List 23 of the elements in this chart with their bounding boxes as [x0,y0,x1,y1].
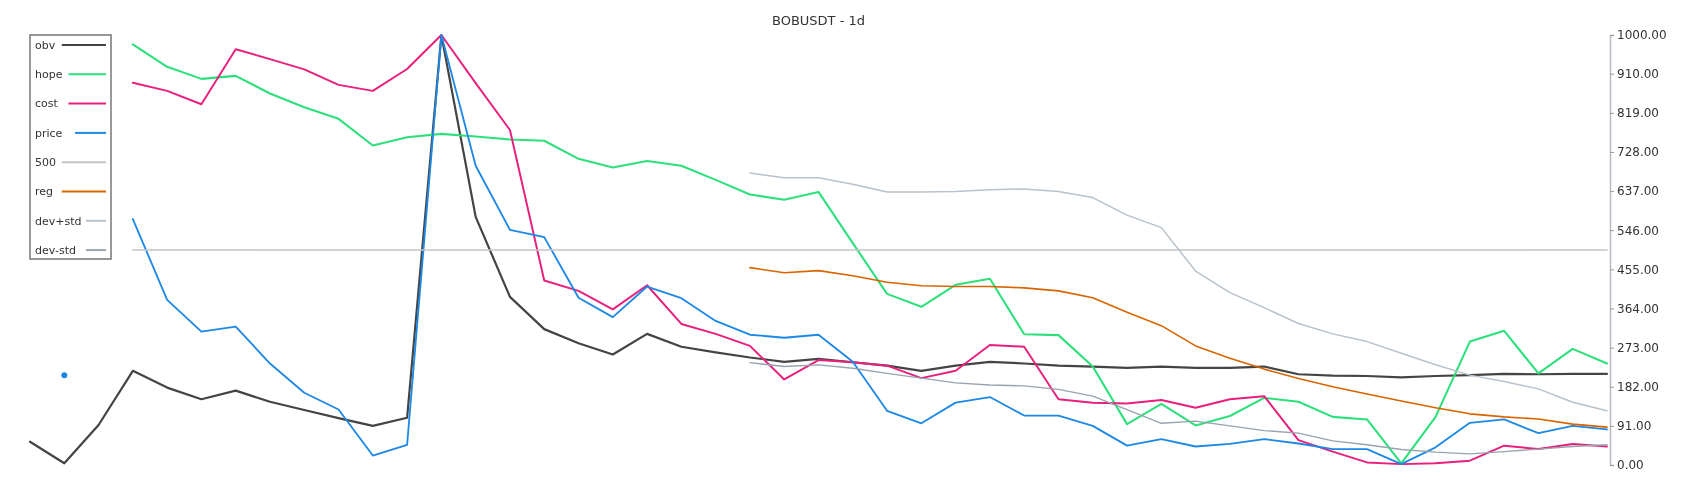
line-series [749,266,1608,428]
legend-label: hope [35,68,63,82]
legend-label: price [35,126,63,140]
y-tick-label: 910.00 [1617,67,1659,82]
y-tick-label: 637.00 [1617,184,1659,199]
y-tick-label: 728.00 [1617,145,1659,160]
y-tick-label: 546.00 [1617,223,1659,238]
chart-title: BOBUSDT - 1d [771,13,866,28]
y-tick-label: 455.00 [1617,262,1659,277]
legend-label: reg [35,185,54,199]
y-tick-label: 273.00 [1617,340,1659,355]
y-tick-label: 182.00 [1617,380,1659,395]
legend-label: obv [35,38,56,52]
line-series [749,361,1608,455]
legend-label: 500 [35,156,56,170]
y-tick-label: 819.00 [1617,106,1659,121]
legend-label: cost [35,97,59,111]
y-tick-label: 91.00 [1617,419,1652,434]
y-tick-label: 1000.00 [1617,28,1667,43]
legend-label: dev+std [35,214,82,228]
y-tick-label: 364.00 [1617,301,1659,316]
legend-label: dev-std [35,243,76,257]
y-tick-label: 0.00 [1617,458,1644,473]
